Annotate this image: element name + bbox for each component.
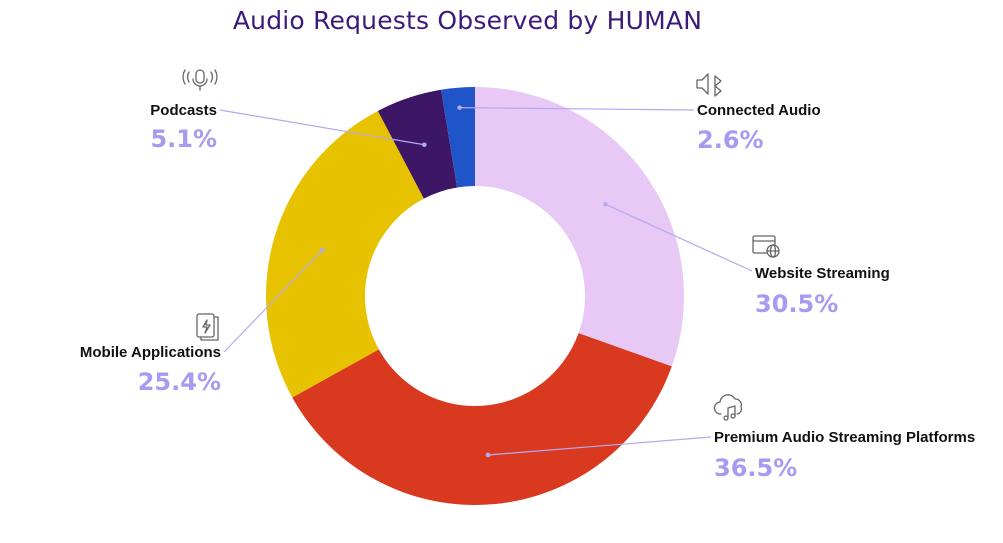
leader-lines [219, 105, 753, 458]
microphone-icon [182, 69, 218, 91]
leader-line [459, 107, 695, 111]
slice-label-name: Connected Audio [697, 102, 821, 119]
label-podcasts: Podcasts 5.1% [150, 69, 218, 153]
slice-label-value: 2.6% [697, 126, 764, 154]
donut-slice [292, 333, 672, 505]
slice-label-value: 30.5% [755, 290, 838, 318]
label-mobile-applications: Mobile Applications 25.4% [80, 313, 221, 396]
leader-dot [319, 248, 325, 253]
leader-dot [603, 201, 608, 207]
leader-line [487, 436, 712, 456]
mobile-app-icon [196, 313, 219, 341]
leader-dot [485, 452, 491, 458]
leader-dot [457, 105, 462, 110]
slice-label-name: Website Streaming [755, 265, 890, 282]
label-premium-audio: Premium Audio Streaming Platforms 36.5% [713, 394, 975, 482]
slice-label-name: Premium Audio Streaming Platforms [714, 429, 975, 446]
slice-label-name: Mobile Applications [80, 344, 221, 361]
slice-label-value: 25.4% [138, 368, 221, 396]
donut-slice [441, 87, 475, 188]
donut-slices [266, 87, 684, 505]
chart-title: Audio Requests Observed by HUMAN [232, 6, 703, 35]
leader-dot [422, 142, 427, 148]
label-website-streaming: Website Streaming 30.5% [752, 235, 890, 318]
slice-label-value: 36.5% [714, 454, 797, 482]
label-connected-audio: Connected Audio 2.6% [696, 73, 821, 154]
leader-line [605, 203, 753, 272]
leader-line [223, 249, 323, 353]
cloud-music-icon [713, 394, 743, 421]
slice-label-name: Podcasts [150, 102, 217, 119]
slice-label-value: 5.1% [150, 125, 217, 153]
donut-slice [266, 110, 424, 398]
browser-globe-icon [752, 235, 780, 258]
leader-line [219, 109, 425, 146]
bluetooth-speaker-icon [696, 73, 722, 97]
donut-slice [475, 87, 684, 367]
